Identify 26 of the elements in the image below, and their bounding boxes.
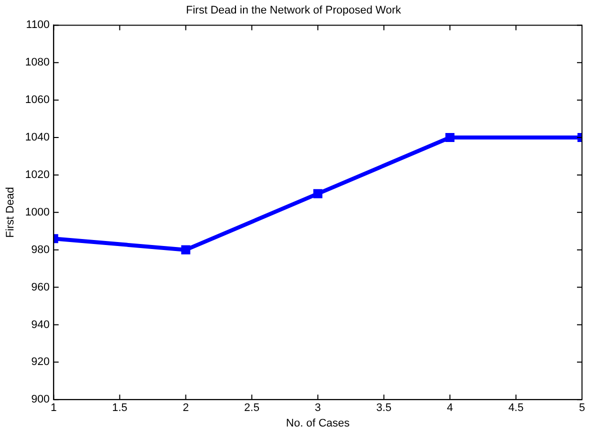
x-tick-label: 1.5 <box>112 402 128 414</box>
point <box>445 132 454 142</box>
x-tick-label: 4.5 <box>508 402 524 414</box>
y-tick-label: 1080 <box>25 56 50 69</box>
point <box>313 189 322 198</box>
y-tick-label: 920 <box>31 356 50 368</box>
y-axis-title: First Dead <box>4 187 17 238</box>
x-tick-label: 5 <box>578 402 586 414</box>
y-tick-label: 980 <box>31 244 50 256</box>
x-tick-label: 3.5 <box>376 402 392 414</box>
x-tick-label: 2 <box>182 402 189 414</box>
y-tick-label: 960 <box>31 281 50 294</box>
y-tick-label: 1020 <box>25 168 50 181</box>
x-tick-label: 3 <box>314 402 321 414</box>
y-tick-label: 1060 <box>25 94 50 106</box>
x-tick-label: 4 <box>446 402 453 414</box>
y-tick-label: 1000 <box>25 206 50 218</box>
y-tick-label: 900 <box>31 394 50 406</box>
x-axis-title: No. of Cases <box>286 417 350 430</box>
x-tick-label: 2.5 <box>244 402 260 414</box>
y-tick-label: 1100 <box>26 19 50 32</box>
chart-title: First Dead in the Network of Proposed Work <box>186 4 402 17</box>
point <box>181 245 190 254</box>
y-tick-label: 940 <box>31 318 50 331</box>
x-tick-label: 1 <box>50 402 57 414</box>
y-tick-label: 1040 <box>25 132 50 144</box>
